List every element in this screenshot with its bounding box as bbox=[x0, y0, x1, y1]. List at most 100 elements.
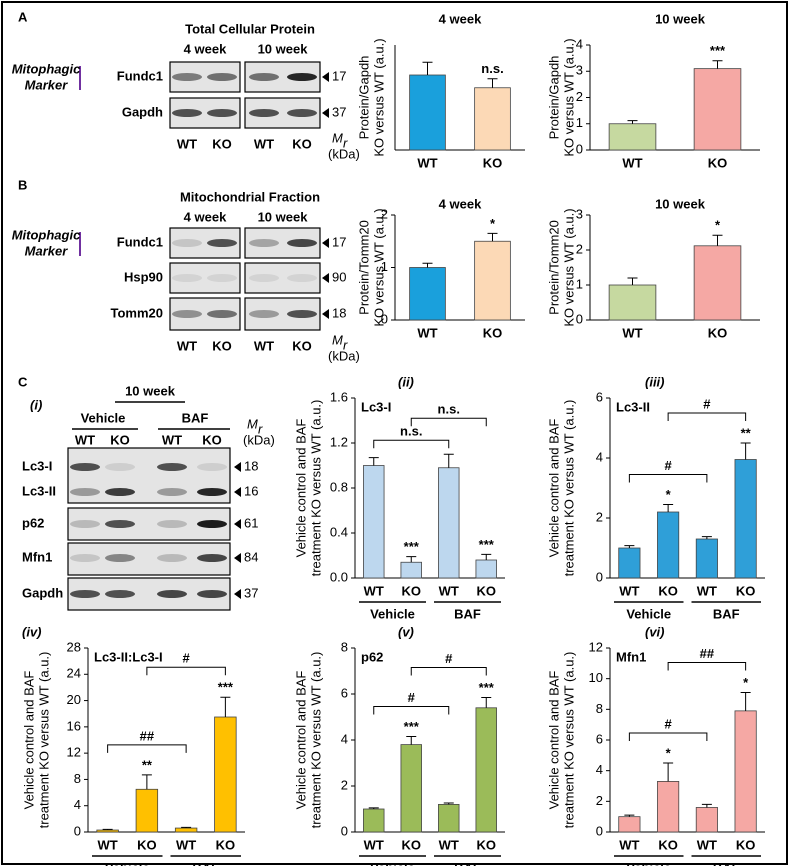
x-tick-label: WT bbox=[176, 837, 196, 852]
significance-label: * bbox=[666, 487, 672, 502]
timepoint: 4 week bbox=[184, 41, 227, 56]
mr-unit: (kDa) bbox=[328, 348, 360, 363]
bar bbox=[363, 808, 385, 833]
panel-label: (i) bbox=[30, 397, 42, 412]
comparison-bracket bbox=[667, 661, 747, 671]
bar bbox=[734, 710, 757, 833]
group-label: Vehicle bbox=[626, 860, 671, 866]
error-bar bbox=[102, 828, 113, 831]
y-tick-label: 2 bbox=[596, 509, 603, 524]
y-tick-label: 12 bbox=[589, 639, 603, 654]
x-tick-label: WT bbox=[622, 325, 642, 340]
x-tick-label: WT bbox=[364, 837, 384, 852]
y-tick-label: 10 bbox=[589, 670, 603, 685]
timepoint: 10 week bbox=[258, 209, 309, 224]
error-bar bbox=[141, 774, 152, 790]
mr-unit: (kDa) bbox=[243, 432, 275, 447]
y-tick-label: 2 bbox=[576, 89, 583, 104]
x-tick-label: WT bbox=[697, 837, 717, 852]
error-bar bbox=[701, 803, 712, 808]
y-tick-label: 28 bbox=[67, 639, 81, 654]
y-axis-label: treatment KO versus WT (a.u.) bbox=[36, 652, 51, 829]
comparison-label: # bbox=[408, 690, 416, 705]
blot-band bbox=[70, 520, 100, 528]
chart-title: Lc3-II bbox=[616, 399, 650, 414]
bar bbox=[618, 547, 641, 579]
group-label: Vehicle bbox=[105, 860, 150, 866]
y-tick-label: 0 bbox=[576, 311, 583, 326]
group-label: Vehicle bbox=[370, 860, 415, 866]
x-tick-label: KO bbox=[477, 583, 497, 598]
lane-label: WT bbox=[254, 338, 274, 353]
blot-band bbox=[249, 239, 279, 247]
comparison-label: # bbox=[703, 396, 711, 411]
y-tick-label: 16 bbox=[67, 718, 81, 733]
significance-label: ** bbox=[741, 425, 752, 440]
y-axis-label: treatment KO versus WT (a.u.) bbox=[561, 652, 576, 829]
y-tick-label: 4 bbox=[74, 797, 81, 812]
protein-label: Tomm20 bbox=[111, 305, 164, 320]
comparison-label: # bbox=[665, 716, 673, 731]
blot-band bbox=[287, 73, 317, 81]
protein-label: Gapdh bbox=[22, 585, 63, 600]
group-label: Vehicle bbox=[370, 606, 415, 621]
x-tick-label: KO bbox=[736, 837, 756, 852]
mr-label: M bbox=[332, 332, 343, 347]
y-axis-label: treatment KO versus WT (a.u.) bbox=[308, 400, 323, 577]
x-tick-label: KO bbox=[708, 155, 728, 170]
bar bbox=[174, 827, 198, 833]
panel-label: (vi) bbox=[645, 624, 665, 639]
panel-label: (ii) bbox=[398, 374, 414, 389]
bar bbox=[363, 465, 385, 579]
error-bar bbox=[701, 536, 712, 539]
error-bar bbox=[443, 453, 454, 468]
marker-label: Mitophagic bbox=[12, 61, 81, 76]
bar bbox=[695, 538, 718, 579]
y-tick-label: 0 bbox=[596, 569, 603, 584]
y-tick-label: 4 bbox=[576, 36, 583, 51]
comparison-bracket bbox=[373, 439, 450, 449]
x-tick-label: KO bbox=[708, 325, 728, 340]
error-bar bbox=[487, 78, 498, 88]
error-bar bbox=[487, 232, 498, 242]
timepoint: 4 week bbox=[184, 209, 227, 224]
mw-arrow bbox=[322, 72, 329, 82]
bar bbox=[135, 788, 159, 833]
blot-band bbox=[249, 310, 279, 318]
chart-title: 10 week bbox=[655, 196, 706, 211]
x-tick-label: KO bbox=[483, 155, 503, 170]
x-tick-label: WT bbox=[439, 837, 459, 852]
mw-arrow bbox=[322, 273, 329, 283]
y-axis-label: treatment KO versus WT (a.u.) bbox=[561, 400, 576, 577]
y-tick-label: 1 bbox=[576, 115, 583, 130]
chart-title: Lc3-II:Lc3-I bbox=[94, 649, 163, 664]
blot-band bbox=[172, 310, 202, 318]
blot-band bbox=[157, 554, 187, 562]
significance-label: * bbox=[490, 216, 496, 231]
error-bar bbox=[712, 234, 723, 246]
panel-label: A bbox=[18, 9, 28, 24]
blot-band bbox=[157, 488, 187, 496]
significance-label: n.s. bbox=[481, 61, 503, 76]
blot-band bbox=[70, 590, 100, 598]
blot-band bbox=[287, 109, 317, 117]
y-tick-label: 20 bbox=[67, 692, 81, 707]
comparison-label: # bbox=[183, 651, 191, 666]
y-tick-label: 3 bbox=[576, 63, 583, 78]
bar bbox=[214, 716, 237, 833]
y-axis-label: KO versus WT (a.u.) bbox=[561, 38, 576, 156]
bar bbox=[693, 245, 742, 321]
blot-band bbox=[207, 310, 237, 318]
x-tick-label: KO bbox=[402, 837, 422, 852]
panel-label: B bbox=[18, 177, 27, 192]
comparison-bracket bbox=[373, 706, 450, 715]
error-bar bbox=[422, 262, 433, 268]
y-tick-label: 8 bbox=[596, 701, 603, 716]
blot-band bbox=[207, 274, 237, 282]
mw-arrow bbox=[234, 519, 241, 529]
mr-unit: (kDa) bbox=[328, 146, 360, 161]
blot-band bbox=[207, 73, 237, 81]
mw-label: 16 bbox=[244, 483, 258, 498]
protein-label: p62 bbox=[22, 515, 44, 530]
blot-strip bbox=[244, 262, 321, 294]
